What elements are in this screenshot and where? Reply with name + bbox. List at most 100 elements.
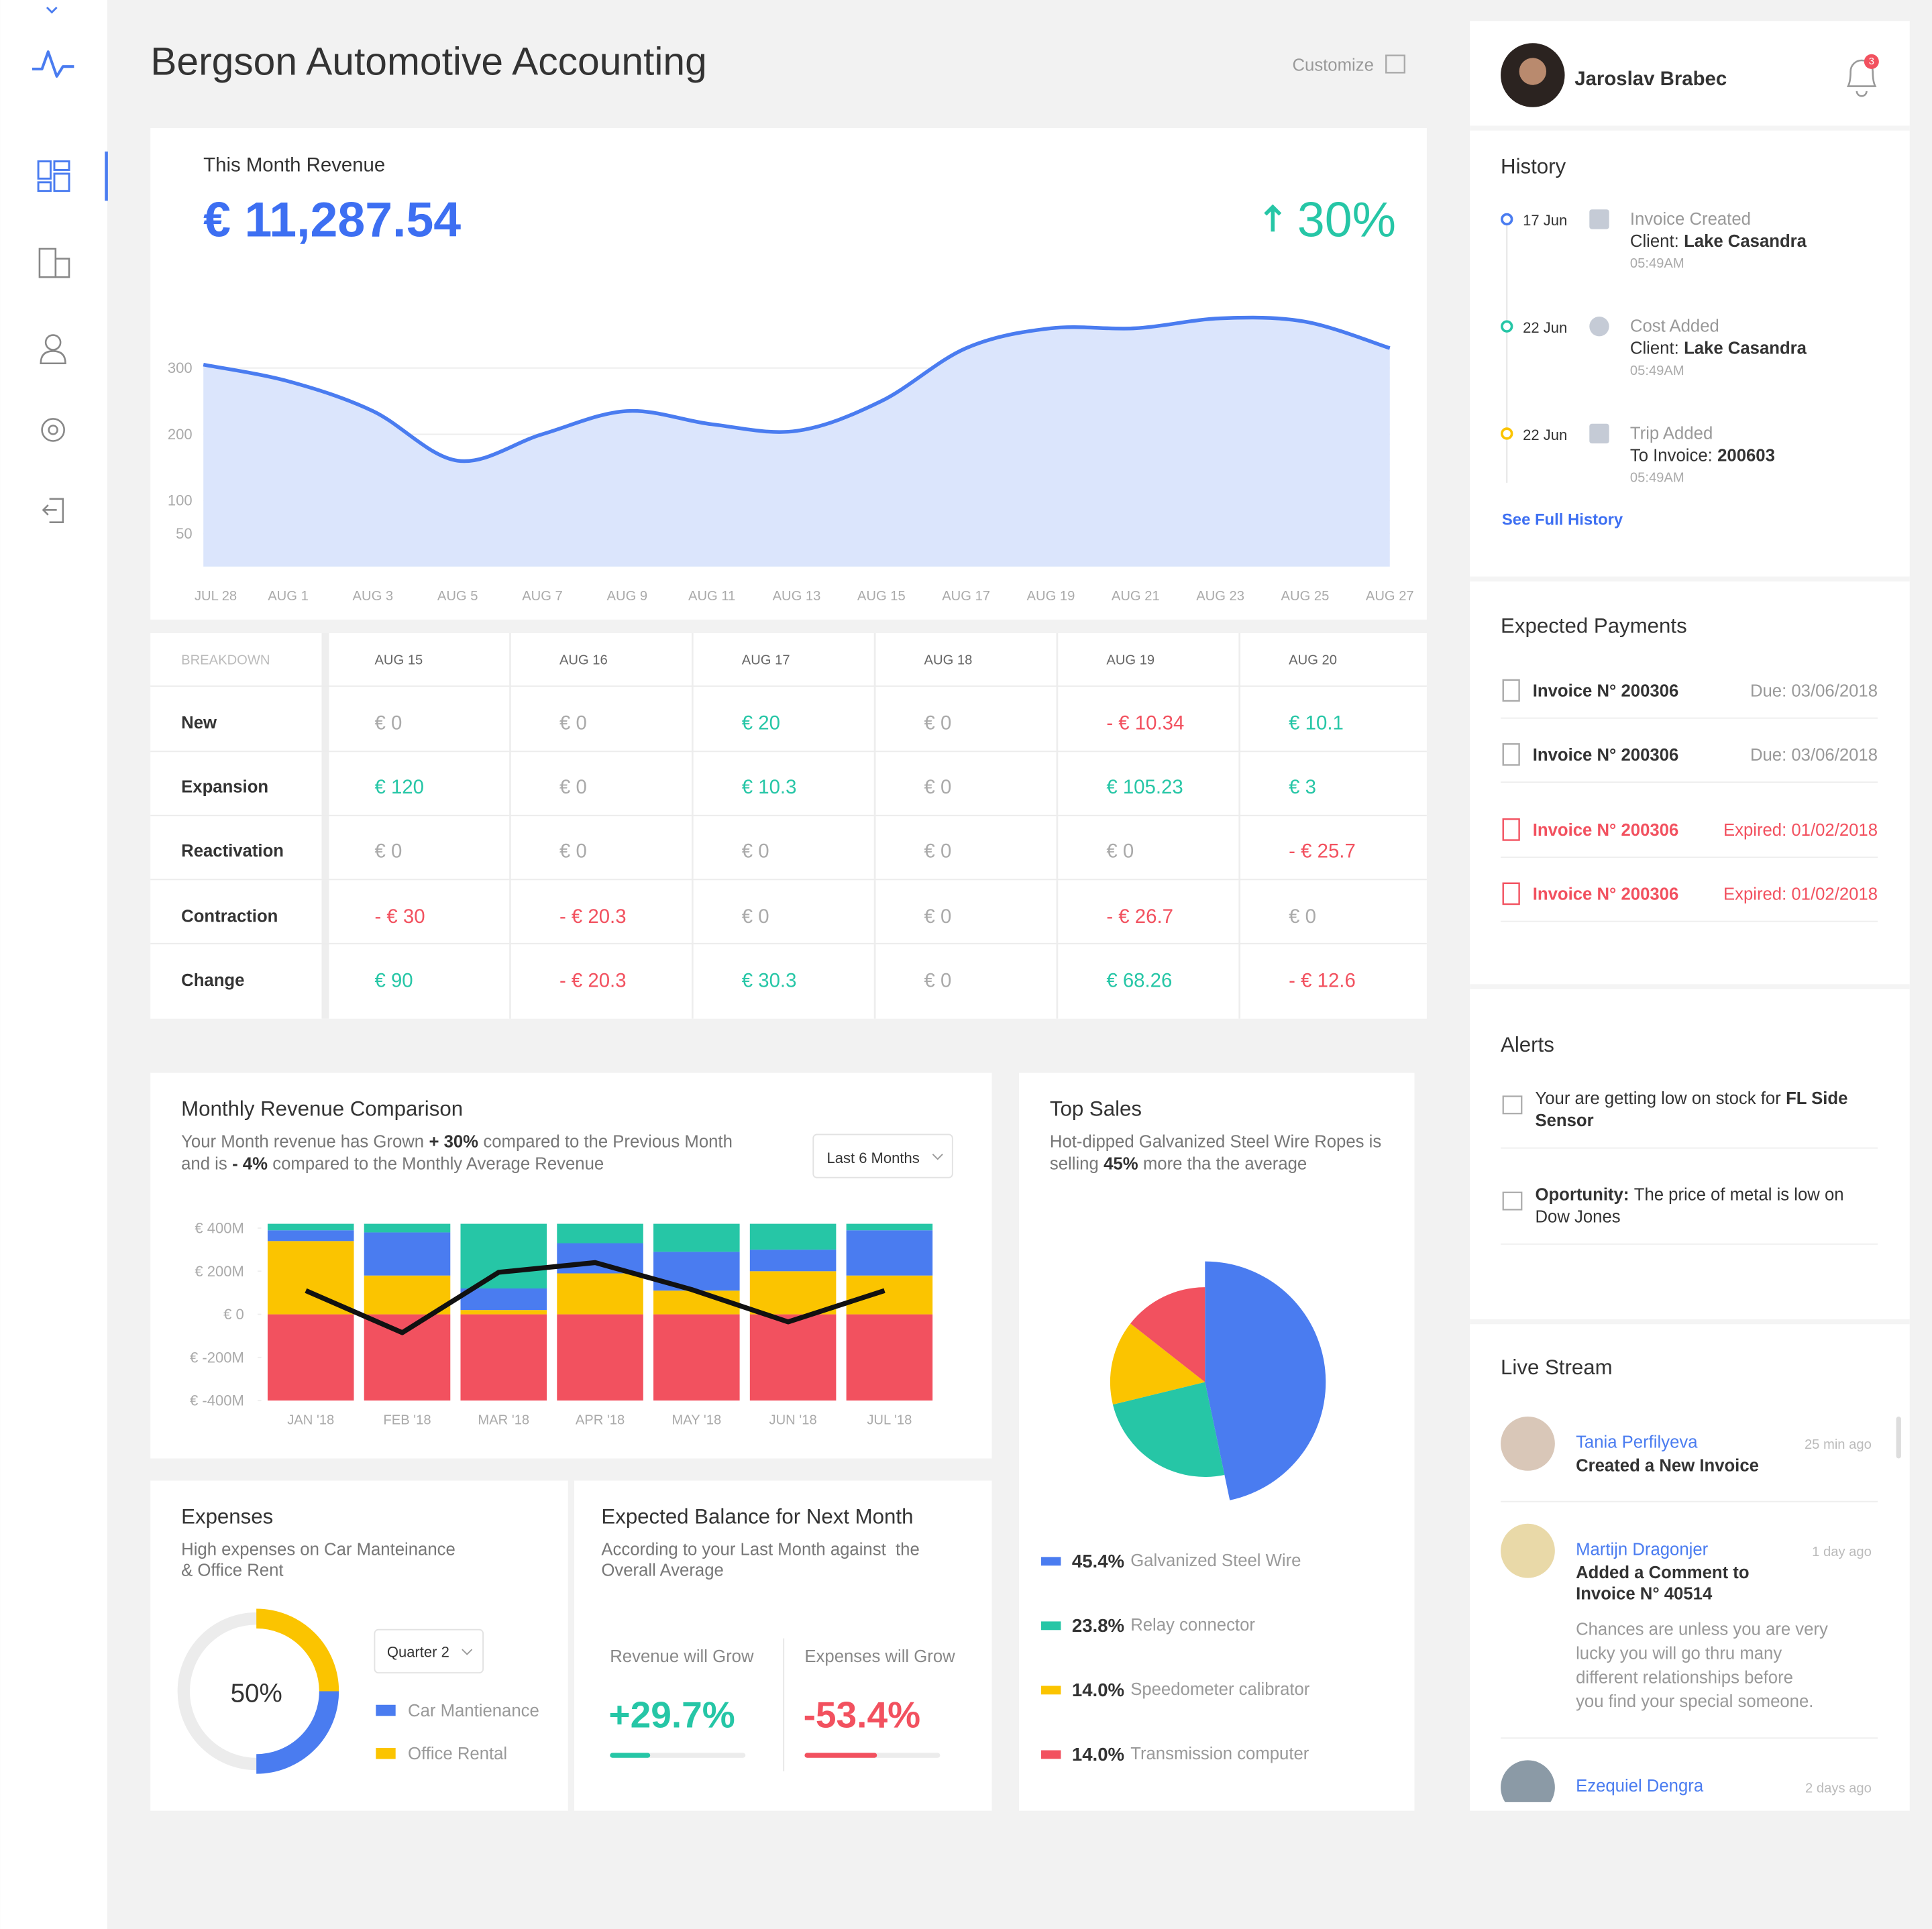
bar-segment [749, 1271, 837, 1315]
card-text: selling 45% more tha the average [1050, 1155, 1307, 1174]
legend-label: Car Mantienance [408, 1702, 539, 1720]
x-tick-label: JUN '18 [769, 1413, 817, 1428]
nav-companies[interactable] [38, 247, 70, 278]
card-text: According to your Last Month against the [601, 1540, 919, 1559]
balance-label: Expenses will Grow [804, 1647, 955, 1666]
table-cell: € 68.26 [1106, 969, 1172, 991]
breakdown-table [150, 632, 1427, 1019]
period-select[interactable] [812, 1134, 953, 1178]
card-text-part: and is [181, 1155, 227, 1174]
quarter-select[interactable] [374, 1629, 484, 1673]
legend-label: Office Rental [408, 1745, 507, 1763]
table-cell: € 0 [924, 969, 952, 991]
table-cell: € 0 [374, 840, 402, 863]
chevron[interactable] [462, 1649, 473, 1655]
invoice-number[interactable]: Invoice N° 200306 [1533, 746, 1678, 765]
scrollbar[interactable] [1896, 1417, 1901, 1459]
invoice-icon [1502, 882, 1520, 905]
y-tick-label: € 400M [195, 1220, 244, 1237]
timeline-dot [1501, 213, 1513, 226]
bar-segment [460, 1314, 547, 1401]
history-detail-part: Client: [1630, 232, 1679, 251]
pie-slice [1205, 1261, 1326, 1500]
x-tick-label: AUG 3 [353, 589, 394, 604]
card-text-part: more tha the average [1143, 1155, 1307, 1174]
table-cell: - € 20.3 [559, 905, 627, 928]
legend-entry: 45.4% Galvanized Steel Wire [1072, 1550, 1301, 1571]
history-detail-part: Lake Casandra [1684, 232, 1807, 251]
avatar[interactable] [1501, 1417, 1555, 1471]
stream-name[interactable]: Martijn Dragonjer [1576, 1540, 1709, 1559]
history-detail-part: Client: [1630, 339, 1679, 358]
nav-logout[interactable] [42, 498, 64, 523]
history-time: 05:49AM [1630, 364, 1684, 378]
legend-swatch [1041, 1557, 1061, 1566]
history-detail-part: Lake Casandra [1684, 339, 1807, 358]
table-cell: € 0 [924, 776, 952, 798]
customize-button[interactable]: Customize [1292, 56, 1373, 74]
invoice-icon [1502, 743, 1520, 766]
active-indicator [105, 151, 108, 201]
card-text: and is - 4% compared to the Monthly Averag… [181, 1155, 604, 1174]
column-header: AUG 18 [924, 653, 973, 667]
table-cell: € 3 [1289, 776, 1316, 798]
column-header: AUG 20 [1289, 653, 1337, 667]
x-tick-label: AUG 13 [773, 589, 821, 604]
y-tick-label: € 0 [223, 1306, 244, 1323]
pie-slice [1130, 1287, 1205, 1382]
invoice-due: Expired: 01/02/2018 [1723, 821, 1878, 840]
progress-bar [610, 1753, 651, 1758]
logo[interactable] [32, 50, 74, 78]
nav-users[interactable] [40, 334, 66, 365]
card-text-part: Your Month revenue has Grown [181, 1132, 424, 1151]
legend-label: Speedometer calibrator [1130, 1680, 1310, 1699]
x-tick-label: FEB '18 [383, 1413, 431, 1428]
customize-icon[interactable] [1385, 54, 1405, 74]
stream-time: 2 days ago [1805, 1781, 1872, 1796]
x-tick-label: AUG 9 [607, 589, 648, 604]
table-cell: - € 30 [374, 905, 425, 928]
avatar[interactable] [1501, 1760, 1555, 1814]
history-event: Cost Added [1630, 317, 1719, 336]
bar-segment [557, 1243, 643, 1274]
nav-settings[interactable] [41, 418, 65, 442]
card-text-part: selling [1050, 1155, 1099, 1174]
user-name: Jaroslav Brabec [1574, 68, 1727, 90]
stream-name[interactable]: Tania Perfilyeva [1576, 1433, 1698, 1452]
card-text: High expenses on Car Manteinance [181, 1540, 455, 1559]
stream-name[interactable]: Ezequiel Dengra [1576, 1777, 1704, 1796]
bar-segment [460, 1310, 547, 1315]
invoice-number[interactable]: Invoice N° 200306 [1533, 681, 1678, 700]
alert-icon [1502, 1191, 1523, 1211]
table-cell: - € 10.34 [1106, 712, 1184, 734]
history-detail-part: 200603 [1717, 447, 1775, 465]
select-label[interactable]: Last 6 Months [826, 1150, 919, 1166]
row-label: Change [181, 971, 244, 990]
invoice-number[interactable]: Invoice N° 200306 [1533, 885, 1678, 903]
up-arrow [1264, 204, 1282, 232]
nav-dashboard[interactable] [37, 160, 70, 192]
bar-segment [267, 1230, 354, 1242]
history-date: 22 Jun [1523, 427, 1567, 443]
history-link[interactable]: See Full History [1502, 511, 1623, 529]
row-label: New [181, 714, 217, 732]
section-title: Expected Payments [1501, 614, 1687, 637]
invoice-due: Due: 03/06/2018 [1750, 746, 1878, 765]
collapse-icon[interactable] [46, 7, 58, 14]
column-header: AUG 17 [742, 653, 790, 667]
bell-icon[interactable] [1846, 59, 1877, 97]
invoice-number[interactable]: Invoice N° 200306 [1533, 821, 1678, 840]
stream-action: Added a Comment to [1576, 1563, 1749, 1582]
bar-segment [267, 1223, 354, 1231]
revenue-amount: € 11,287.54 [203, 191, 461, 247]
x-tick-label: AUG 5 [437, 589, 478, 604]
alert-text-part: Sensor [1535, 1111, 1593, 1130]
revenue-label: This Month Revenue [203, 154, 385, 176]
avatar[interactable] [1501, 1523, 1555, 1578]
chevron[interactable] [932, 1154, 943, 1160]
select-label[interactable]: Quarter 2 [387, 1643, 449, 1660]
stream-action: Created a New Invoice [1576, 1456, 1759, 1475]
legend-value: 23.8% [1072, 1614, 1124, 1635]
x-tick-label: JUL '18 [867, 1413, 912, 1428]
